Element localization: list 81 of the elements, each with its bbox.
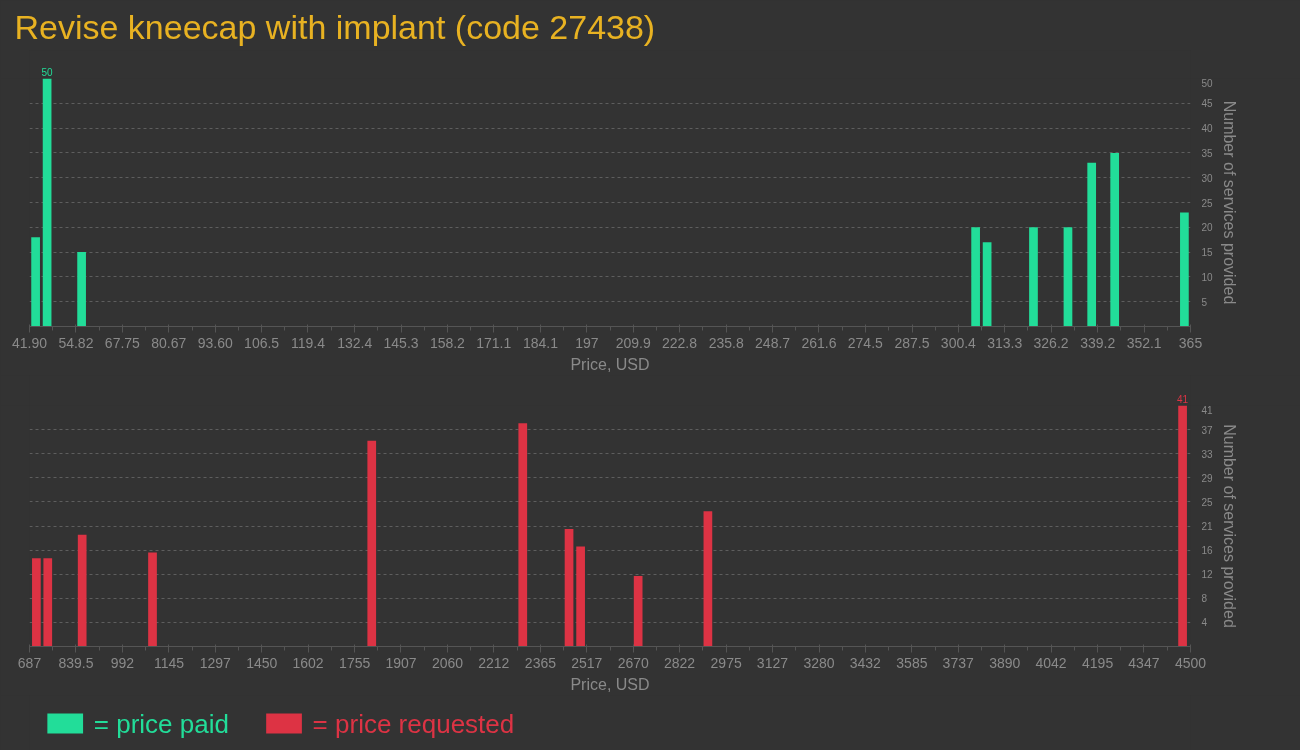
y-tick-label: 30 — [1201, 172, 1214, 184]
y-tick-label: 15 — [1201, 247, 1214, 259]
y-tick-label: 50 — [1201, 77, 1214, 89]
x-tick-label: 158.2 — [429, 334, 466, 351]
x-tick-label: 992 — [110, 654, 135, 671]
x-tick-label: 171.1 — [476, 334, 512, 351]
y-tick-label: 25 — [1201, 496, 1214, 508]
x-tick-label: 4042 — [1035, 654, 1067, 671]
x-tick-label: 3737 — [942, 654, 974, 671]
y-tick-label: 5 — [1201, 296, 1208, 308]
x-axis-title: Price, USD — [570, 675, 650, 693]
x-tick-label: 3127 — [756, 654, 789, 671]
x-tick-label: 2517 — [571, 654, 603, 671]
x-tick-label: 132.4 — [337, 334, 373, 351]
chart-title: Revise kneecap with implant (code 27438) — [14, 7, 656, 46]
x-tick-label: 248.7 — [755, 334, 791, 351]
x-tick-label: 326.2 — [1033, 334, 1069, 351]
x-axis-title: Price, USD — [570, 355, 650, 373]
x-tick-label: 54.82 — [58, 334, 94, 351]
x-tick-label: 3280 — [803, 654, 835, 671]
x-tick-label: 3432 — [849, 654, 882, 671]
y-tick-label: 8 — [1201, 593, 1208, 605]
x-tick-label: 197 — [575, 334, 599, 351]
x-tick-label: 2670 — [617, 654, 650, 671]
x-tick-label: 261.6 — [801, 334, 837, 351]
x-tick-label: 209.9 — [615, 334, 651, 351]
x-tick-label: 235.8 — [708, 334, 744, 351]
x-tick-label: 4500 — [1174, 654, 1207, 671]
x-tick-label: 313.3 — [987, 334, 1023, 351]
y-tick-label: 45 — [1201, 98, 1214, 110]
y-tick-label: 33 — [1201, 448, 1214, 460]
x-tick-label: 365 — [1178, 334, 1203, 351]
x-tick-label: 2212 — [478, 654, 510, 671]
x-tick-label: 274.5 — [847, 334, 884, 351]
x-tick-label: 1450 — [246, 654, 278, 671]
x-tick-label: 106.5 — [244, 334, 280, 351]
x-tick-label: 839.5 — [58, 654, 94, 671]
x-tick-label: 4195 — [1082, 654, 1114, 671]
x-tick-label: 184.1 — [522, 334, 559, 351]
x-tick-label: 3585 — [896, 654, 928, 671]
y-tick-label: 16 — [1201, 545, 1214, 557]
x-tick-label: 80.67 — [151, 334, 187, 351]
y-tick-label: 35 — [1201, 147, 1214, 159]
y-tick-label: 4 — [1201, 617, 1208, 629]
data-label: 50 — [41, 66, 54, 78]
y-tick-label: 12 — [1201, 569, 1214, 581]
legend-label: = price requested — [312, 708, 515, 739]
y-tick-label: 40 — [1201, 123, 1214, 135]
x-tick-label: 3890 — [989, 654, 1021, 671]
y-tick-label: 21 — [1201, 521, 1214, 532]
x-tick-label: 2822 — [664, 654, 696, 671]
x-tick-label: 93.60 — [197, 334, 234, 351]
x-tick-label: 41.90 — [11, 334, 48, 351]
y-tick-label: 25 — [1201, 197, 1214, 209]
y-tick-label: 20 — [1201, 222, 1214, 234]
data-label: 41 — [1177, 393, 1189, 405]
x-tick-label: 222.8 — [662, 334, 698, 351]
y-tick-label: 10 — [1201, 271, 1214, 283]
x-tick-label: 119.4 — [290, 334, 326, 351]
y-tick-label: 37 — [1201, 424, 1214, 436]
x-tick-label: 4347 — [1128, 654, 1160, 671]
x-tick-label: 145.3 — [383, 334, 419, 351]
y-tick-label: 29 — [1201, 472, 1214, 484]
x-tick-label: 1145 — [153, 654, 185, 671]
x-tick-label: 1755 — [339, 654, 371, 671]
x-tick-label: 352.1 — [1126, 334, 1162, 351]
x-tick-label: 687 — [17, 654, 42, 671]
x-tick-label: 1907 — [385, 654, 417, 671]
y-axis-title: Number of services provided — [1220, 424, 1238, 628]
x-tick-label: 2365 — [524, 654, 557, 671]
legend-label: = price paid — [93, 708, 229, 739]
y-axis-title: Number of services provided — [1220, 100, 1238, 305]
x-tick-label: 1602 — [292, 654, 324, 671]
x-tick-label: 1297 — [199, 654, 232, 671]
y-tick-label: 41 — [1201, 404, 1214, 416]
x-tick-label: 300.4 — [940, 334, 977, 351]
x-tick-label: 2975 — [710, 654, 742, 671]
x-tick-label: 287.5 — [894, 334, 930, 351]
x-tick-label: 339.2 — [1080, 334, 1116, 351]
x-tick-label: 2060 — [431, 654, 464, 671]
x-tick-label: 67.75 — [104, 334, 141, 351]
